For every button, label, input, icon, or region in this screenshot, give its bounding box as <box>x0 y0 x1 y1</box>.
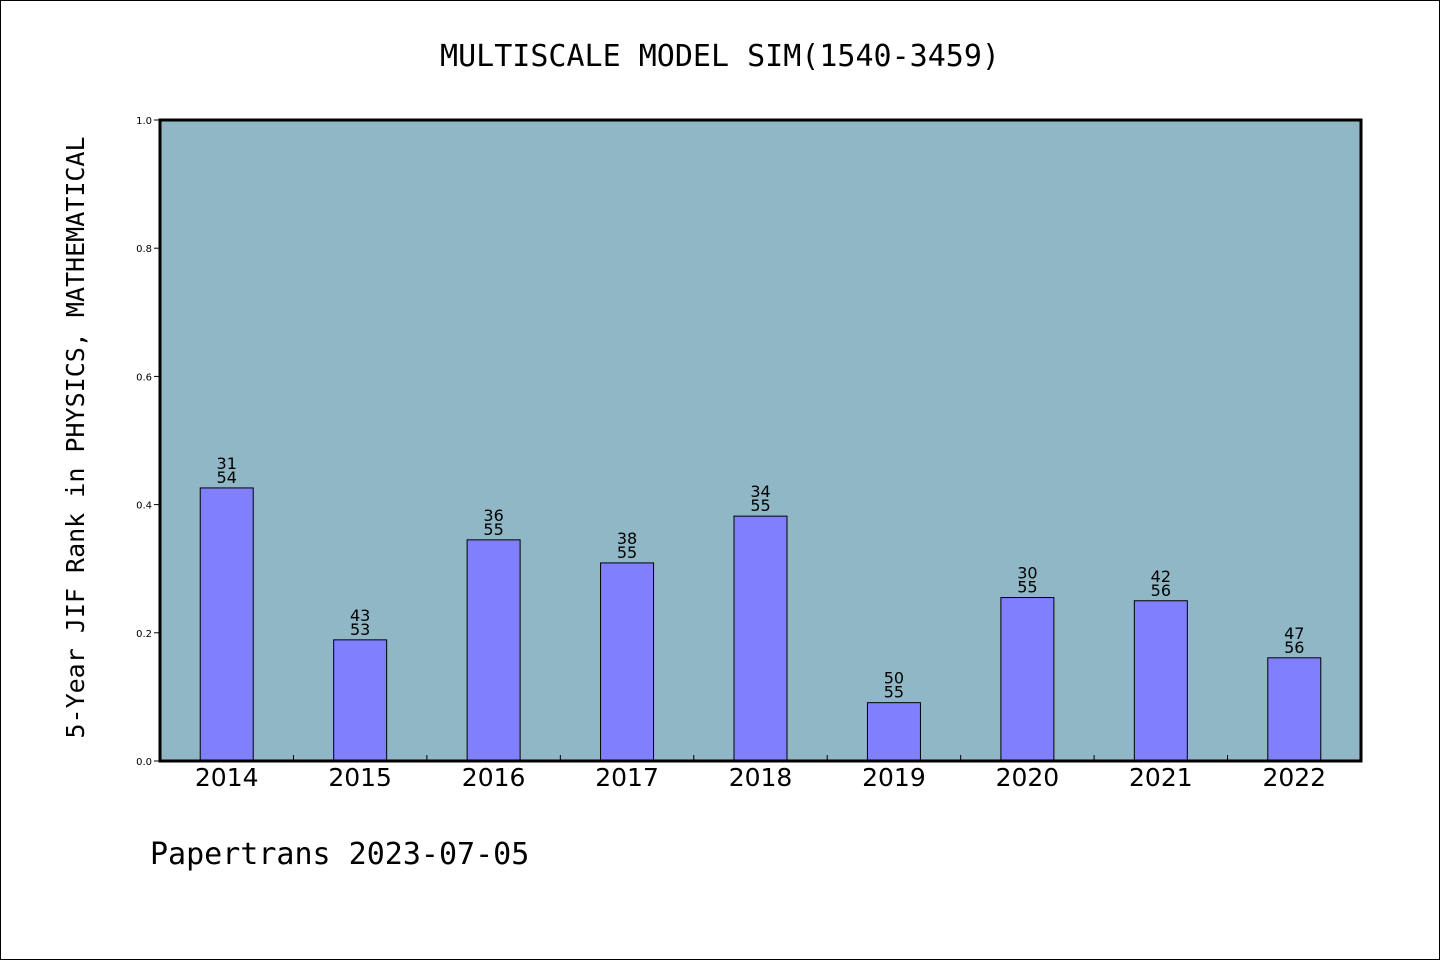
y-tick-label: 0.4 <box>136 501 152 512</box>
data-label-rank: 42 <box>1151 567 1171 586</box>
data-label-total: 53 <box>350 620 370 639</box>
data-label-rank: 50 <box>884 669 904 688</box>
y-tick-label: 0.8 <box>136 244 152 255</box>
bar-2021 <box>1133 600 1188 762</box>
bar-2020 <box>1000 597 1055 762</box>
footer-text: Papertrans 2023-07-05 <box>150 837 529 872</box>
data-label-total: 55 <box>617 543 637 562</box>
x-tick-label: 2021 <box>1129 763 1193 792</box>
bar-2015 <box>333 639 388 762</box>
bar-2019 <box>866 702 921 762</box>
x-tick-label: 2016 <box>462 763 526 792</box>
data-label-rank: 34 <box>750 482 770 501</box>
x-axis-ticks: 2014 2015 2016 2017 2018 2019 2020 2021 2022 <box>195 755 1326 792</box>
y-tick-label: 0.0 <box>136 757 152 768</box>
y-axis-label: 5-Year JIF Rank in PHYSICS, MATHEMATICAL <box>61 136 90 738</box>
bar-2014 <box>199 487 254 762</box>
data-label-rank: 47 <box>1284 624 1304 643</box>
x-tick-label: 2019 <box>862 763 926 792</box>
x-tick-label: 2018 <box>729 763 793 792</box>
data-label-total: 55 <box>1017 578 1037 597</box>
data-label-rank: 31 <box>217 454 237 473</box>
data-label-total: 55 <box>884 683 904 702</box>
data-label-total: 54 <box>217 468 237 487</box>
data-label-rank: 36 <box>483 506 503 525</box>
x-tick-label: 2022 <box>1262 763 1326 792</box>
data-label-total: 55 <box>750 496 770 515</box>
x-tick-label: 2014 <box>195 763 259 792</box>
bar-2022 <box>1267 657 1322 762</box>
bar-2017 <box>600 562 655 762</box>
data-label-total: 56 <box>1151 581 1171 600</box>
chart-title: MULTISCALE MODEL SIM(1540-3459) <box>440 39 1000 74</box>
y-tick-label: 1.0 <box>136 116 152 127</box>
data-label-rank: 43 <box>350 606 370 625</box>
x-tick-label: 2017 <box>595 763 659 792</box>
data-label-rank: 30 <box>1017 564 1037 583</box>
bar-2018 <box>733 515 788 762</box>
x-tick-label: 2015 <box>328 763 392 792</box>
plot-border <box>158 118 1363 763</box>
x-tick-label: 2020 <box>996 763 1060 792</box>
data-label-rank: 38 <box>617 529 637 548</box>
y-tick-label: 0.2 <box>136 629 152 640</box>
data-label-total: 55 <box>483 520 503 539</box>
y-axis-ticks: 0.0 0.2 0.4 0.6 0.8 1.0 <box>136 116 160 768</box>
data-label-total: 56 <box>1284 638 1304 657</box>
y-tick-label: 0.6 <box>136 372 152 383</box>
bar-2016 <box>466 539 521 762</box>
